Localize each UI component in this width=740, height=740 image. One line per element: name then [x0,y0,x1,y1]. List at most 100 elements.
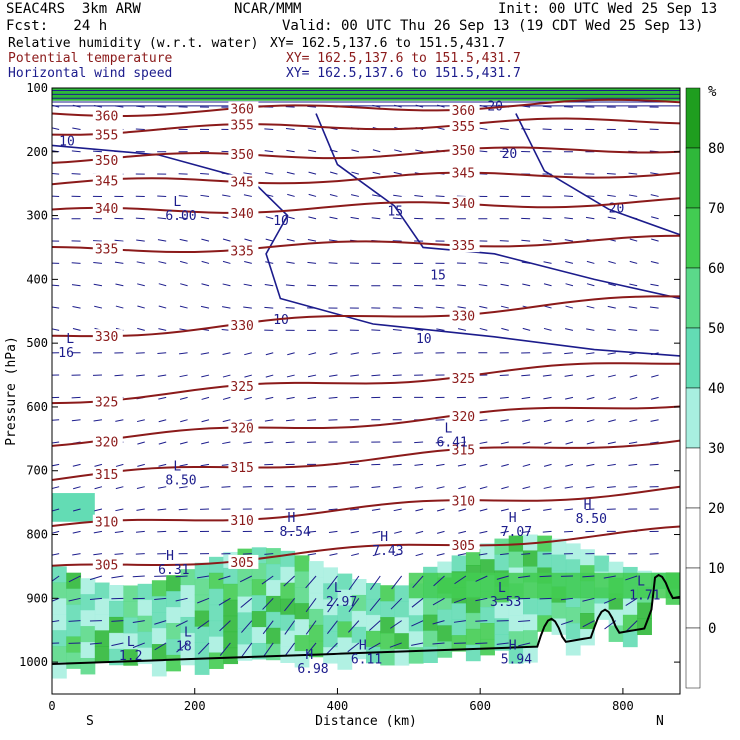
wind-vector [132,575,145,578]
wind-vector [543,261,552,264]
rh-cell [280,582,296,600]
theta-label-bg [228,378,259,393]
theta-label-bg [228,513,259,528]
theta-contour-label: 350 [230,148,253,163]
wind-vector [625,575,638,581]
wind-vector [518,642,531,647]
wind-vector [500,530,509,534]
rh-cell [123,601,139,618]
rh-cell [380,601,396,618]
rh-cell [508,551,524,568]
theta-contour [52,485,680,528]
wind-vector [222,306,231,309]
wind-vector [283,575,295,587]
valid-time: Valid: 00 UTC Thu 26 Sep 13 (19 CDT Wed … [282,18,704,34]
wind-vector [179,260,188,264]
wind-vector [52,620,60,623]
rh-cell [80,578,96,595]
wind-vector [651,374,659,378]
wind-vector [52,597,60,602]
wind-vector [286,171,295,175]
wind-vector [372,553,381,557]
wind-vector [72,327,81,331]
wind-vector [93,261,103,264]
rh-cell [123,617,139,634]
rh-cell [494,634,510,651]
rh-cell [437,625,453,642]
wind-vector [582,620,595,628]
rh-cell [94,582,110,599]
wind-vector [158,396,167,400]
colorbar-segment [685,267,701,329]
wind-vector [201,260,210,264]
wind-vector [649,329,659,331]
rh-cell [551,554,567,572]
rh-cell [294,603,310,620]
wind-vector [369,597,381,612]
wind-vector [328,530,338,534]
rh-cell [451,619,467,636]
rh-cell [423,614,438,632]
wind-vector [111,575,124,579]
rh-cell [337,605,353,622]
rh-cell [351,578,367,596]
rh-cell [109,600,124,618]
wind-vector [564,374,574,377]
rh-cell [280,630,296,648]
wind-vector [458,530,467,534]
wind-vector [114,239,124,242]
wind-vector [158,283,167,287]
wind-vector [608,260,616,264]
rh-cell [594,555,610,573]
wind-vector [114,530,124,534]
rh-cell [66,636,82,653]
theta-label-bg [228,205,259,220]
wind-vector [196,575,210,579]
wind-vector [478,262,488,264]
x-tick-label: 600 [469,699,491,713]
wind-vector [414,195,424,197]
extremum-type: H [166,549,174,564]
wind-vector [565,396,574,400]
wind-vector [394,553,402,557]
rh-cell [209,652,224,669]
colorbar-tick-label: 70 [708,201,725,217]
wind-vector [350,530,359,534]
theta-label-bg [449,238,480,253]
wind-vector [222,352,231,355]
rh-cell [237,580,253,597]
wind-vector [239,575,253,583]
rh-cell [580,572,595,599]
theta-label-bg [92,108,123,123]
rh-cell [66,572,82,590]
y-tick-label: 800 [26,528,48,542]
wind-speed-contour-label: 15 [430,268,446,283]
y-tick-label: 1000 [19,655,48,669]
wind-vector [521,396,531,400]
wind-vector [198,642,210,655]
wind-vector [392,463,402,466]
wind-vector [200,486,210,489]
rh-cell [294,587,310,604]
wind-vector [136,239,145,242]
wind-vector [414,328,424,331]
theta-contour-label: 310 [452,494,475,509]
colorbar-tick-label: 10 [708,561,725,577]
theta-contour [52,362,680,405]
wind-vector [218,575,231,581]
wind-vector [286,238,295,242]
south-label: S [86,714,94,729]
y-tick-label: 200 [26,145,48,159]
rh-cell [508,599,524,616]
rh-cell [94,598,110,615]
theta-label-bg [92,394,123,409]
theta-contour-label: 325 [95,396,118,411]
wind-vector [390,620,402,629]
wind-vector [394,530,402,534]
rh-cell [266,564,281,581]
rh-cell [451,555,467,572]
rh-cell [266,595,281,613]
wind-vector [328,262,338,264]
extremum-type: H [288,511,296,526]
